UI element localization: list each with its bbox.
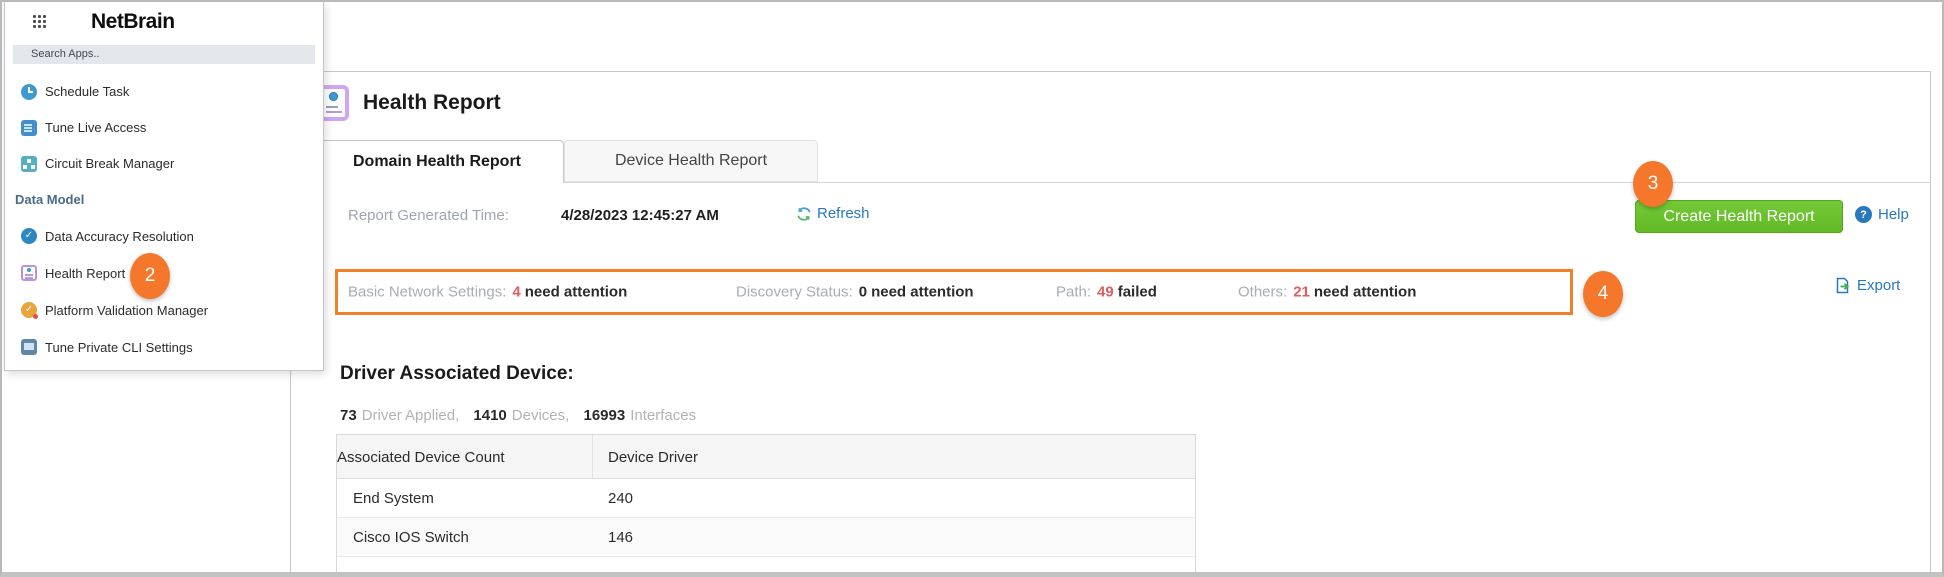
menu-item-label: Tune Live Access [45,120,147,135]
launcher-menu-item[interactable]: Circuit Break Manager [5,146,323,182]
export-icon [1834,277,1851,294]
stat-item: Basic Network Settings: 4 need attention [348,284,627,301]
launcher-header: NetBrain [5,2,323,42]
report-time-value: 4/28/2023 12:45:27 AM [561,207,719,224]
stat-value: 4 [512,283,521,301]
table-row: Cisco IOS Switch 146 [337,518,1195,557]
refresh-button[interactable]: Refresh [796,205,870,222]
launcher-menu-item[interactable]: Tune Private CLI Settings [5,329,323,366]
launcher-menu-item[interactable]: Schedule Task [5,74,323,110]
stat-suffix: need attention [871,283,974,301]
refresh-icon [796,206,812,222]
driver-summary: 73 Driver Applied, 1410 Devices, 16993 Inte… [340,407,706,424]
driver-section-heading: Driver Associated Device: [340,363,574,384]
summary-label: Driver Applied, [361,407,460,424]
netbrain-logo: NetBrain [91,10,175,33]
stat-label: Basic Network Settings: [348,283,507,301]
search-apps-input[interactable] [13,44,315,64]
app-grid-icon[interactable] [33,15,48,30]
help-link[interactable]: ? Help [1855,206,1909,223]
stat-value: 49 [1097,283,1114,301]
circuit-break-manager-icon [21,155,37,172]
menu-item-label: Health Report [45,265,126,281]
report-toolbar: Report Generated Time: 4/28/2023 12:45:2… [291,200,1930,233]
device-count-cell: 146 [608,529,634,546]
create-health-report-button[interactable]: Create Health Report [1635,200,1843,233]
driver-table: Device Driver Associated Device Count End… [336,434,1196,572]
summary-part: 16993 Interfaces [583,407,696,424]
page-title: Health Report [363,91,501,114]
app-launcher-panel: NetBrain Schedule Task Tune Live Access … [4,2,324,371]
health-report-panel: Health Report Domain Health Report Device… [290,71,1931,572]
help-label: Help [1878,206,1909,223]
annotation-badge-3: 3 [1633,161,1673,207]
device-driver-cell: End System [353,490,434,507]
summary-part: 73 Driver Applied, [340,407,463,424]
menu-item-label: Tune Private CLI Settings [45,339,193,355]
summary-part: 1410 Devices, [473,407,573,424]
stat-value: 21 [1293,283,1310,301]
stat-suffix: failed [1117,283,1157,301]
help-icon: ? [1855,206,1872,223]
section-label-data-model: Data Model [15,192,85,207]
column-divider [592,435,593,478]
driver-table-header: Device Driver Associated Device Count [337,435,1195,479]
stat-item: Path: 49 failed [1056,284,1157,301]
stat-value: 0 [858,283,868,301]
stat-item: Discovery Status: 0 need attention [736,284,974,301]
refresh-label: Refresh [817,205,870,222]
stat-label: Others: [1238,283,1288,301]
launcher-menu: Schedule Task Tune Live Access Circuit B… [5,74,323,366]
tune-live-access-icon [21,119,37,136]
health-report-icon [319,85,349,121]
menu-item-label: Data Accuracy Resolution [45,228,194,244]
menu-item-label: Schedule Task [45,84,130,99]
annotation-badge-4: 4 [1583,271,1623,317]
tab[interactable]: Device Health Report [564,140,818,182]
stat-item: Others: 21 need attention [1238,284,1416,301]
platform-validation-manager-icon [21,302,38,319]
column-header: Device Driver [608,448,699,466]
tab-bar: Domain Health Report Device Health Report [310,140,818,183]
launcher-menu-item[interactable]: Data Accuracy Resolution [5,218,323,255]
stat-label: Path: [1056,283,1092,301]
tune-private-cli-settings-icon [21,339,37,355]
annotation-badge-2: 2 [130,253,170,299]
data-accuracy-resolution-icon [21,228,37,244]
menu-item-label: Platform Validation Manager [45,302,209,318]
launcher-menu-item[interactable]: Tune Live Access [5,110,323,146]
health-stats-strip: Basic Network Settings: 4 need attention D… [335,269,1573,315]
tab[interactable]: Domain Health Report [310,140,564,183]
stat-label: Discovery Status: [736,283,853,301]
column-header: Associated Device Count [337,448,505,466]
export-link[interactable]: Export [1834,277,1900,294]
panel-header: Health Report [319,85,501,121]
launcher-menu-item[interactable]: Health Report [5,255,323,292]
stat-suffix: need attention [1313,283,1417,301]
export-label: Export [1857,277,1901,294]
summary-label: Interfaces [630,407,697,424]
driver-table-body: End System 240 Cisco IOS Switch 146 [337,479,1195,557]
tab-strip-divider [291,182,1930,183]
summary-label: Devices, [511,407,570,424]
menu-item-label: Circuit Break Manager [45,156,175,171]
table-row-clipped [337,557,1195,572]
report-time-label: Report Generated Time: [348,207,509,224]
schedule-task-icon [21,83,37,100]
stat-suffix: need attention [524,283,628,301]
summary-number: 1410 [473,407,507,424]
device-count-cell: 240 [608,490,634,507]
launcher-menu-item[interactable]: Platform Validation Manager [5,292,323,329]
summary-number: 16993 [583,407,626,424]
table-row: End System 240 [337,479,1195,518]
device-driver-cell: Cisco IOS Switch [353,529,469,546]
health-report-icon [21,265,37,281]
summary-number: 73 [340,407,357,424]
